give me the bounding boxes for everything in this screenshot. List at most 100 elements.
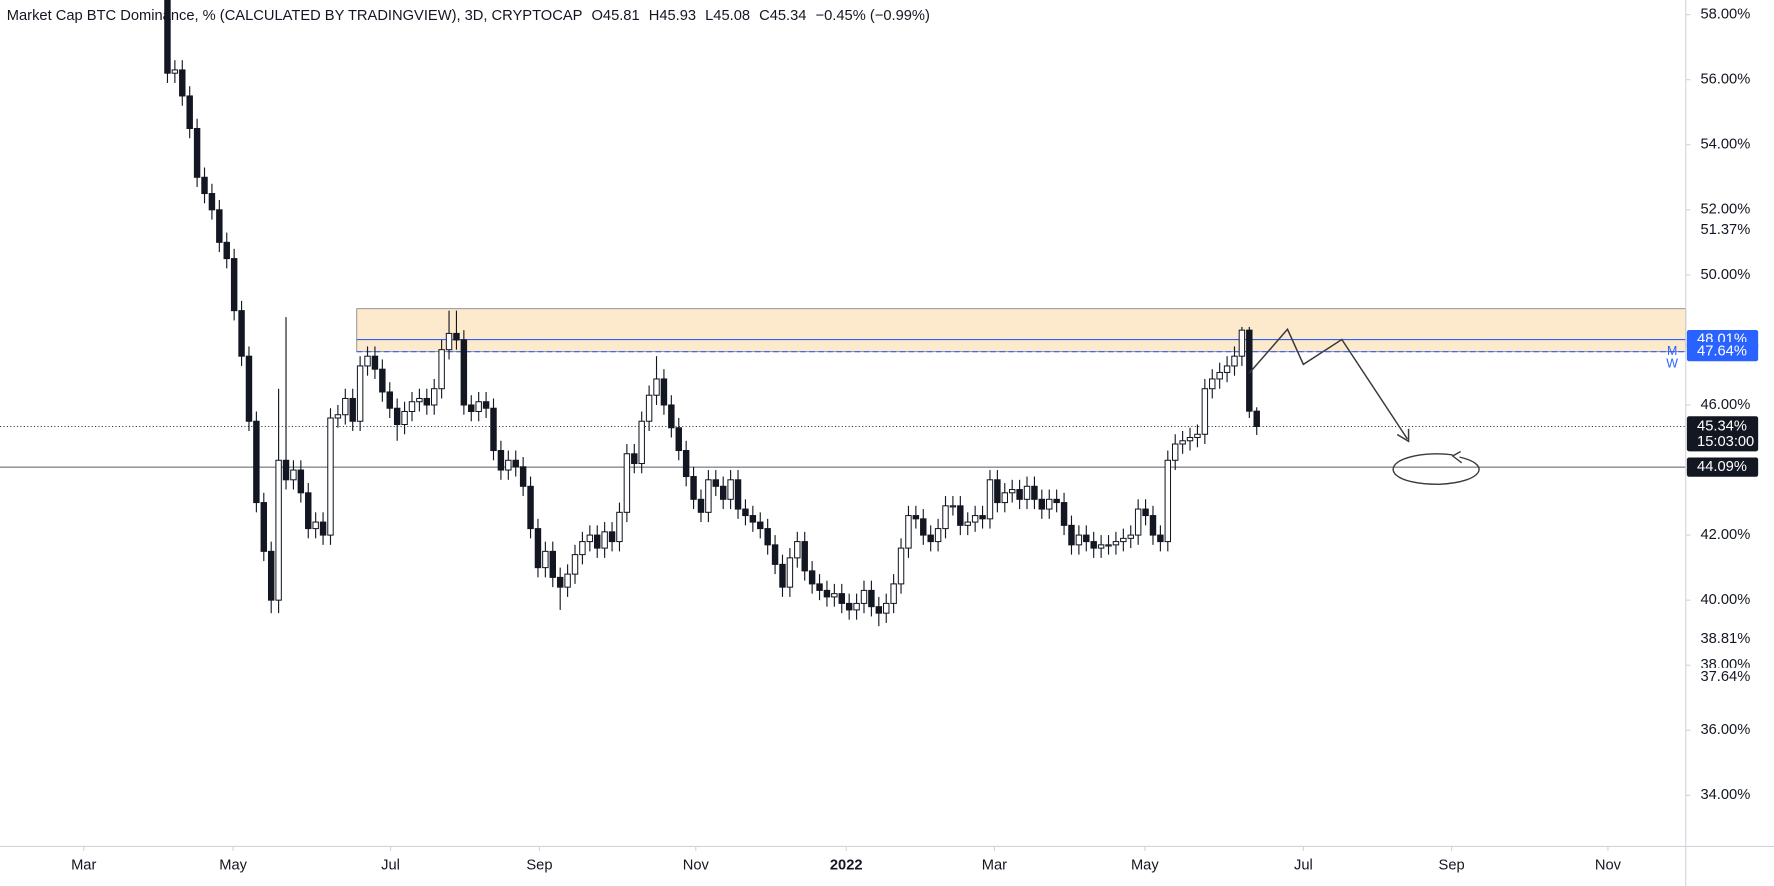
candle-body (749, 515, 757, 523)
candle-body (542, 550, 549, 569)
y-tick-label: 34.00% (1700, 787, 1750, 803)
candle-body (638, 420, 645, 465)
candle-body (1075, 534, 1083, 546)
candle-body (1216, 371, 1223, 380)
x-tick-label: Nov (1595, 858, 1622, 874)
y-tick-label: 46.00% (1700, 397, 1750, 413)
candle-body (690, 476, 697, 500)
candle-body (1068, 524, 1075, 546)
candle-body (1097, 544, 1105, 549)
y-tick-label: 50.00% (1700, 267, 1750, 283)
candle-body (549, 550, 557, 578)
candle-body (875, 606, 883, 614)
candle-body (571, 554, 579, 575)
candle-body (393, 407, 401, 426)
candle-body (1090, 541, 1097, 549)
candle-body (616, 511, 623, 543)
candle-body (193, 127, 201, 178)
candle-body (697, 498, 705, 513)
candle-body (586, 534, 594, 543)
candle-body (379, 368, 386, 393)
candle-body (608, 531, 616, 543)
candle-body (1223, 365, 1231, 373)
candle-body (245, 355, 253, 422)
candle-body (482, 401, 490, 409)
candle-body (942, 505, 949, 530)
candle-body (230, 258, 238, 312)
candle-body (601, 531, 608, 549)
candle-body (957, 505, 964, 526)
candle-body (912, 515, 920, 520)
x-tick-label: Mar (982, 858, 1007, 874)
candle-body (719, 485, 727, 500)
candle-body (282, 459, 290, 481)
candle-body (527, 485, 534, 530)
candle-body (223, 241, 230, 260)
candle-body (1142, 508, 1149, 517)
x-tick-label: Jul (1294, 858, 1313, 874)
candle-body (801, 541, 808, 572)
candle-body (208, 193, 216, 211)
candle-body (497, 450, 505, 471)
candle-body (1179, 440, 1186, 445)
candle-body (1127, 534, 1134, 539)
candle-body (890, 583, 897, 604)
candle-body (1186, 437, 1194, 442)
candle-body (253, 420, 260, 504)
countdown-label: 15:03:00 (1697, 434, 1754, 450)
candle-body (779, 563, 786, 588)
candle-body (275, 459, 282, 601)
candle-body (186, 95, 193, 129)
candle-body (519, 466, 527, 487)
candle-body (845, 602, 853, 611)
candle-body (1209, 378, 1216, 390)
x-tick-label: May (219, 858, 247, 874)
candle-body (1231, 355, 1238, 367)
candle-body (564, 573, 571, 588)
candle-body (416, 397, 423, 403)
candle-body (1201, 388, 1209, 435)
ellipse-drawing (1392, 453, 1480, 485)
drawings (1248, 327, 1480, 485)
candle-body (1134, 508, 1142, 536)
candle-body (905, 515, 912, 549)
price-marker-bg (1691, 629, 1771, 648)
candle-body (505, 459, 512, 471)
candle-body (408, 401, 416, 412)
candle-body (668, 404, 675, 429)
candle-body (853, 602, 860, 611)
ohlc-open: O45.81 (591, 8, 639, 24)
candle-body (423, 397, 431, 406)
price-marker-label: 38.81% (1700, 631, 1750, 647)
candle-body (645, 394, 653, 422)
candle-body (164, 0, 171, 74)
level-badge (1686, 457, 1759, 477)
candle-body (364, 355, 371, 367)
candle-body (971, 515, 979, 523)
price-marker-label: 51.37% (1700, 222, 1750, 238)
candle-body (868, 589, 875, 608)
y-tick-label: 36.00% (1700, 722, 1750, 738)
pane-marker: W (1666, 356, 1678, 370)
candle-body (349, 397, 356, 422)
candle-body (1008, 489, 1016, 494)
candle-body (312, 521, 319, 530)
candle-body (216, 209, 223, 243)
y-tick-label: 42.00% (1700, 527, 1750, 543)
candle-body (682, 450, 690, 478)
candle-body (734, 479, 742, 510)
candle-body (1164, 459, 1172, 543)
price-marker-bg (1691, 667, 1771, 686)
x-tick-label: 2022 (830, 858, 863, 874)
candle-body (356, 365, 364, 422)
x-tick-label: Sep (526, 858, 552, 874)
candle-body (882, 602, 890, 614)
candle-body (460, 339, 468, 406)
candle-body (438, 349, 445, 390)
candle-body (1016, 489, 1023, 500)
candle-body (238, 310, 245, 357)
pane-marker: M (1667, 344, 1677, 358)
candle-body (742, 508, 749, 517)
x-tick-label: Mar (71, 858, 96, 874)
